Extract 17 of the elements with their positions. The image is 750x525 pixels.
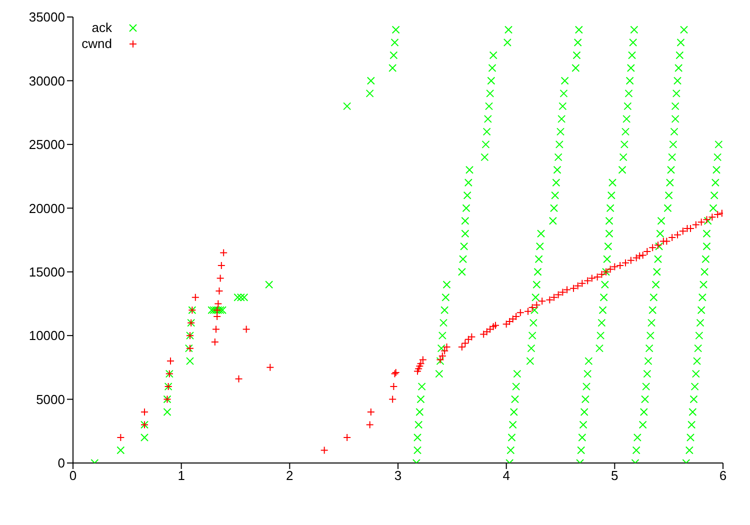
x-tick-label: 5	[611, 468, 618, 484]
y-tick-label: 5000	[36, 392, 65, 407]
y-tick-label: 0	[58, 456, 65, 471]
y-tick-label: 15000	[28, 264, 65, 280]
x-tick-label: 0	[69, 468, 77, 484]
x-tick-label: 4	[502, 468, 510, 484]
y-tick-label: 20000	[28, 200, 65, 216]
y-tick-label: 25000	[28, 137, 65, 152]
x-tick-label: 2	[286, 468, 294, 484]
x-tick-label: 6	[719, 468, 727, 484]
y-tick-label: 10000	[28, 328, 65, 344]
y-tick-label: 30000	[28, 73, 65, 88]
x-tick-label: 1	[178, 468, 185, 484]
y-tick-label: 35000	[28, 10, 65, 25]
x-tick-label: 3	[394, 468, 402, 484]
legend-label: ack	[92, 20, 112, 36]
legend-label: cwnd	[82, 36, 112, 52]
